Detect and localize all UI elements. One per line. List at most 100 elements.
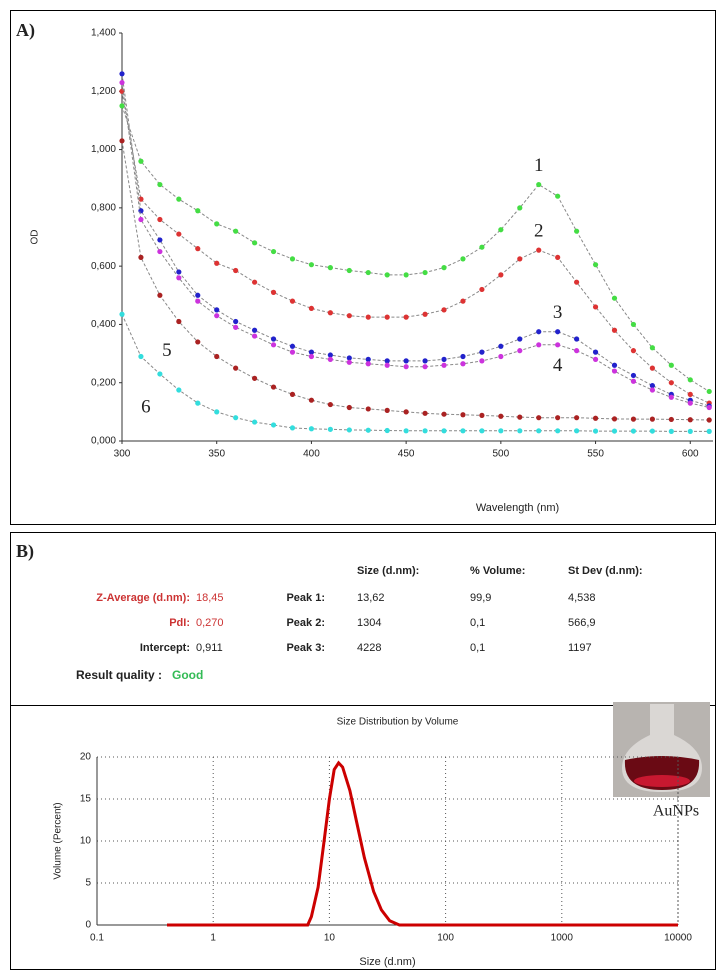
data-point [668, 416, 674, 423]
data-point [422, 269, 428, 276]
data-point [649, 416, 655, 422]
data-point [289, 256, 296, 262]
data-point [327, 265, 333, 271]
data-point [517, 336, 523, 342]
data-point [138, 254, 144, 260]
x-tick-label: 1 [210, 933, 216, 944]
data-point [536, 247, 542, 253]
data-point [611, 416, 618, 422]
data-point [308, 426, 315, 432]
data-point [630, 348, 637, 354]
x-tick-label: 450 [398, 449, 415, 460]
data-point [706, 404, 712, 411]
data-point [157, 371, 163, 377]
peak-value: 99,9 [470, 592, 491, 604]
series-label: 1 [534, 155, 544, 176]
data-point [441, 307, 447, 313]
summary-value: 0,911 [196, 642, 223, 654]
data-point [630, 372, 637, 379]
data-point [460, 298, 466, 304]
data-point [403, 272, 409, 278]
peaks: Peak 1: 13,62 99,9 4,538 Peak 2: 1304 0,1 566,9… [286, 592, 595, 654]
data-point [270, 248, 277, 255]
data-point [498, 428, 504, 434]
data-point [403, 428, 409, 434]
data-point [574, 415, 580, 421]
data-point [574, 428, 580, 434]
data-point [479, 428, 485, 434]
data-point [517, 256, 523, 262]
data-point [574, 279, 580, 285]
data-point [555, 415, 561, 421]
panel-label: A) [16, 20, 35, 41]
data-point [308, 397, 315, 403]
data-point [346, 267, 352, 274]
data-point [611, 327, 618, 333]
data-point [498, 353, 504, 360]
data-point [649, 365, 655, 371]
data-point [517, 348, 523, 354]
peak-value: 0,1 [470, 642, 485, 654]
data-point [498, 272, 504, 278]
data-point [460, 361, 466, 367]
data-point [536, 415, 542, 421]
data-point [668, 428, 674, 434]
data-point [251, 279, 258, 285]
x-tick-label: 500 [493, 449, 510, 460]
summary-value: 0,270 [196, 617, 224, 629]
peak-value: 0,1 [470, 617, 485, 629]
data-point [441, 411, 447, 417]
data-point [517, 428, 523, 434]
data-point [687, 417, 693, 423]
x-axis-label: Size (d.nm) [359, 956, 415, 968]
data-point [365, 427, 371, 433]
column-header: St Dev (d.nm): [568, 565, 643, 577]
y-axis-label: OD [30, 230, 41, 245]
data-point [592, 415, 599, 421]
data-point [233, 318, 239, 325]
series-label: 4 [553, 355, 563, 376]
data-point [403, 409, 409, 415]
data-point [479, 358, 485, 364]
y-tick-label: 10 [80, 836, 92, 847]
data-point [649, 428, 655, 434]
data-point [270, 384, 277, 390]
column-header: Size (d.nm): [357, 565, 419, 577]
results-table: Size (d.nm): % Volume: St Dev (d.nm): Z-… [76, 565, 643, 682]
quality-value: Good [172, 668, 203, 682]
y-tick-label: 5 [85, 878, 91, 889]
data-point [251, 327, 258, 333]
data-point [176, 318, 182, 325]
data-point [706, 428, 712, 434]
data-point [460, 428, 466, 434]
data-point [668, 394, 674, 400]
data-point [592, 428, 599, 434]
data-point [346, 355, 352, 361]
x-tick-label: 10 [324, 933, 336, 944]
quality-label: Result quality : [76, 668, 162, 682]
data-point [176, 275, 182, 281]
panel-label: B) [16, 541, 34, 562]
data-point [555, 193, 561, 199]
data-point [251, 419, 258, 425]
data-point [233, 415, 239, 421]
peak-value: 13,62 [357, 592, 385, 604]
data-point [176, 196, 182, 202]
x-tick-label: 400 [303, 449, 320, 460]
data-point [592, 349, 599, 355]
y-tick-label: 1,000 [91, 144, 116, 155]
data-point [668, 380, 674, 386]
data-point [422, 410, 428, 416]
data-point [270, 422, 277, 428]
panel-b-frame [10, 532, 716, 970]
column-header: % Volume: [470, 565, 525, 577]
data-point [251, 240, 258, 246]
data-point [384, 314, 390, 320]
data-point [289, 425, 296, 431]
peak-value: 4228 [357, 642, 381, 654]
data-point [289, 349, 296, 355]
data-point [176, 269, 182, 275]
data-point [498, 227, 504, 233]
data-point [214, 221, 220, 227]
